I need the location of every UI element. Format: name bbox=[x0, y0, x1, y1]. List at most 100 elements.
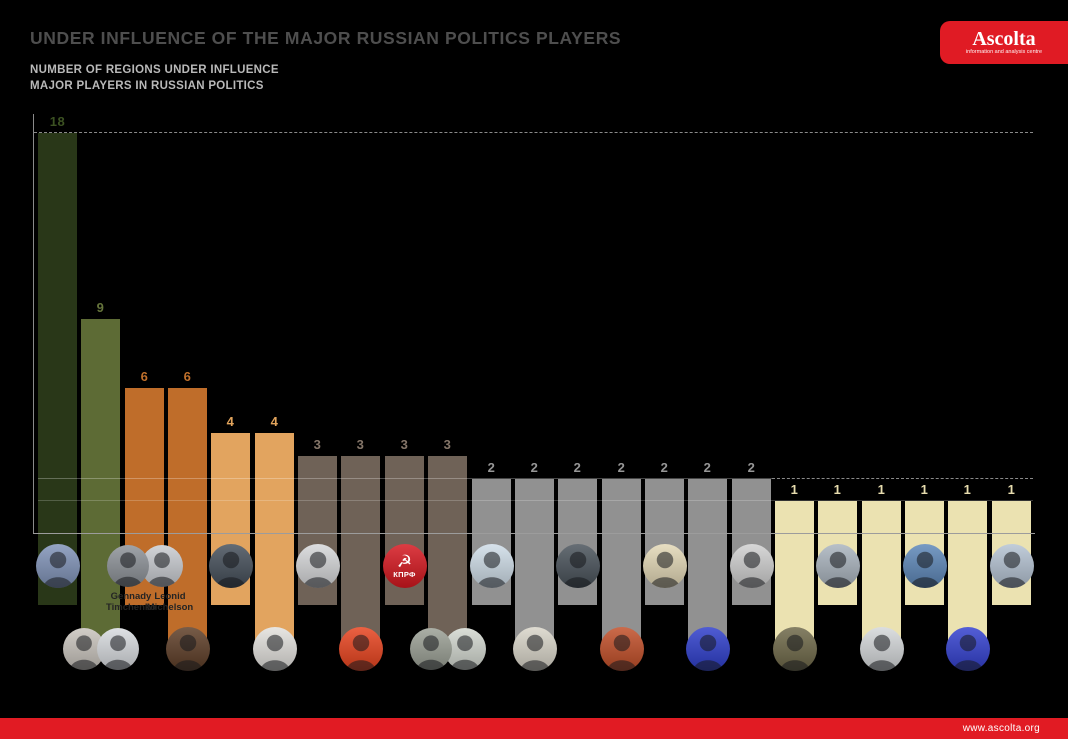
kprf-party-logo: ☭ КПРФ bbox=[382, 544, 427, 588]
subtitle-line-2: MAJOR PLAYERS IN RUSSIAN POLITICS bbox=[30, 80, 264, 92]
gridline-dashed-18 bbox=[34, 132, 1033, 133]
bar-value-label: 3 bbox=[400, 437, 409, 452]
bar-value-label: 2 bbox=[703, 460, 712, 475]
bar-value-label: 6 bbox=[183, 369, 192, 384]
bar-regions-10 bbox=[428, 456, 467, 656]
player-avatar-12 bbox=[512, 627, 557, 671]
person-silhouette-icon bbox=[606, 634, 637, 671]
person-silhouette-icon bbox=[449, 635, 480, 670]
footer-url[interactable]: www.ascolta.org bbox=[962, 723, 1040, 734]
person-silhouette-icon bbox=[692, 634, 723, 671]
person-silhouette-icon bbox=[68, 635, 99, 670]
bar-value-label: 1 bbox=[1007, 482, 1016, 497]
person-silhouette-icon bbox=[42, 551, 73, 588]
player-avatar-15 bbox=[642, 544, 687, 588]
ascolta-logo-tagline: information and analysis centre bbox=[965, 49, 1043, 55]
person-silhouette-icon bbox=[866, 634, 897, 671]
player-avatar-10b bbox=[443, 628, 486, 670]
person-silhouette-icon bbox=[996, 551, 1027, 588]
page-subtitle: NUMBER OF REGIONS UNDER INFLUENCE MAJOR … bbox=[30, 62, 279, 94]
bar-value-label: 1 bbox=[790, 482, 799, 497]
player-name-line: Gennady bbox=[110, 591, 152, 602]
bar-value-label: 1 bbox=[920, 482, 929, 497]
person-silhouette-icon bbox=[779, 634, 810, 671]
bar-value-label: 2 bbox=[617, 460, 626, 475]
bar-regions-2 bbox=[81, 319, 120, 656]
player-avatar-21 bbox=[902, 544, 947, 588]
gridline-level-2 bbox=[38, 478, 772, 479]
player-avatar-07 bbox=[295, 544, 340, 588]
person-silhouette-icon bbox=[112, 552, 143, 587]
person-silhouette-icon bbox=[415, 635, 446, 670]
player-avatar-23 bbox=[989, 544, 1034, 588]
bar-value-label: 9 bbox=[96, 300, 105, 315]
person-silhouette-icon bbox=[952, 634, 983, 671]
player-avatar-13 bbox=[555, 544, 600, 588]
player-name-line: Timchenko bbox=[106, 601, 156, 613]
person-silhouette-icon bbox=[736, 551, 767, 588]
player-avatar-08 bbox=[338, 627, 383, 671]
person-silhouette-icon bbox=[909, 551, 940, 588]
person-silhouette-icon bbox=[102, 635, 133, 670]
player-avatar-02b bbox=[96, 628, 139, 670]
person-silhouette-icon bbox=[822, 551, 853, 588]
bar-value-label: 3 bbox=[313, 437, 322, 452]
person-silhouette-icon bbox=[172, 634, 203, 671]
player-avatar-17 bbox=[729, 544, 774, 588]
bar-regions-8 bbox=[341, 456, 380, 656]
bar-regions-14 bbox=[602, 479, 641, 656]
bar-regions-4 bbox=[168, 388, 207, 656]
player-avatar-10a bbox=[409, 628, 452, 670]
player-avatar-01 bbox=[35, 544, 80, 588]
player-avatar-11 bbox=[469, 544, 514, 588]
person-silhouette-icon bbox=[146, 552, 177, 587]
bar-regions-1 bbox=[38, 133, 77, 605]
subtitle-line-1: NUMBER OF REGIONS UNDER INFLUENCE bbox=[30, 64, 279, 76]
page-title: UNDER INFLUENCE OF THE MAJOR RUSSIAN POL… bbox=[30, 28, 622, 48]
player-avatar-22 bbox=[945, 627, 990, 671]
ascolta-logo-badge: Ascolta information and analysis centre bbox=[940, 21, 1068, 64]
bar-value-label: 3 bbox=[443, 437, 452, 452]
player-avatar-05 bbox=[208, 544, 253, 588]
player-avatar-18 bbox=[772, 627, 817, 671]
bar-value-label: 6 bbox=[140, 369, 149, 384]
bar-regions-6 bbox=[255, 433, 294, 656]
player-name-label: Leonid Michelson bbox=[128, 591, 212, 613]
player-name-line: Leonid bbox=[154, 591, 186, 602]
player-avatar-06 bbox=[252, 627, 297, 671]
person-silhouette-icon bbox=[562, 551, 593, 588]
kprf-logo-text: КПРФ bbox=[393, 570, 416, 579]
person-silhouette-icon bbox=[476, 551, 507, 588]
bar-regions-12 bbox=[515, 479, 554, 656]
person-silhouette-icon bbox=[302, 551, 333, 588]
player-name-line: Michelson bbox=[146, 601, 194, 613]
footer-bar: www.ascolta.org bbox=[0, 718, 1068, 739]
ascolta-logo-text: Ascolta bbox=[972, 28, 1036, 50]
person-silhouette-icon bbox=[649, 551, 680, 588]
player-avatar-04 bbox=[165, 627, 210, 671]
bar-value-label: 1 bbox=[833, 482, 842, 497]
bar-value-label: 18 bbox=[49, 114, 66, 129]
bar-value-label: 2 bbox=[573, 460, 582, 475]
person-silhouette-icon bbox=[345, 634, 376, 671]
gridline-level-1 bbox=[38, 500, 1033, 501]
person-silhouette-icon bbox=[259, 634, 290, 671]
bar-value-label: 1 bbox=[963, 482, 972, 497]
bar-value-label: 2 bbox=[530, 460, 539, 475]
player-avatar-16 bbox=[685, 627, 730, 671]
x-axis-baseline bbox=[33, 533, 1035, 534]
bar-value-label: 3 bbox=[356, 437, 365, 452]
bar-value-label: 1 bbox=[877, 482, 886, 497]
player-avatar-14 bbox=[599, 627, 644, 671]
person-silhouette-icon bbox=[215, 551, 246, 588]
person-silhouette-icon bbox=[519, 634, 550, 671]
player-avatar-20 bbox=[859, 627, 904, 671]
hammer-and-sickle-icon: ☭ bbox=[396, 552, 413, 571]
player-name-label: Gennady Timchenko bbox=[89, 591, 173, 613]
bar-value-label: 2 bbox=[487, 460, 496, 475]
bar-value-label: 2 bbox=[747, 460, 756, 475]
bar-value-label: 4 bbox=[270, 414, 279, 429]
bar-regions-16 bbox=[688, 479, 727, 656]
player-avatar-timchenko bbox=[106, 545, 149, 587]
